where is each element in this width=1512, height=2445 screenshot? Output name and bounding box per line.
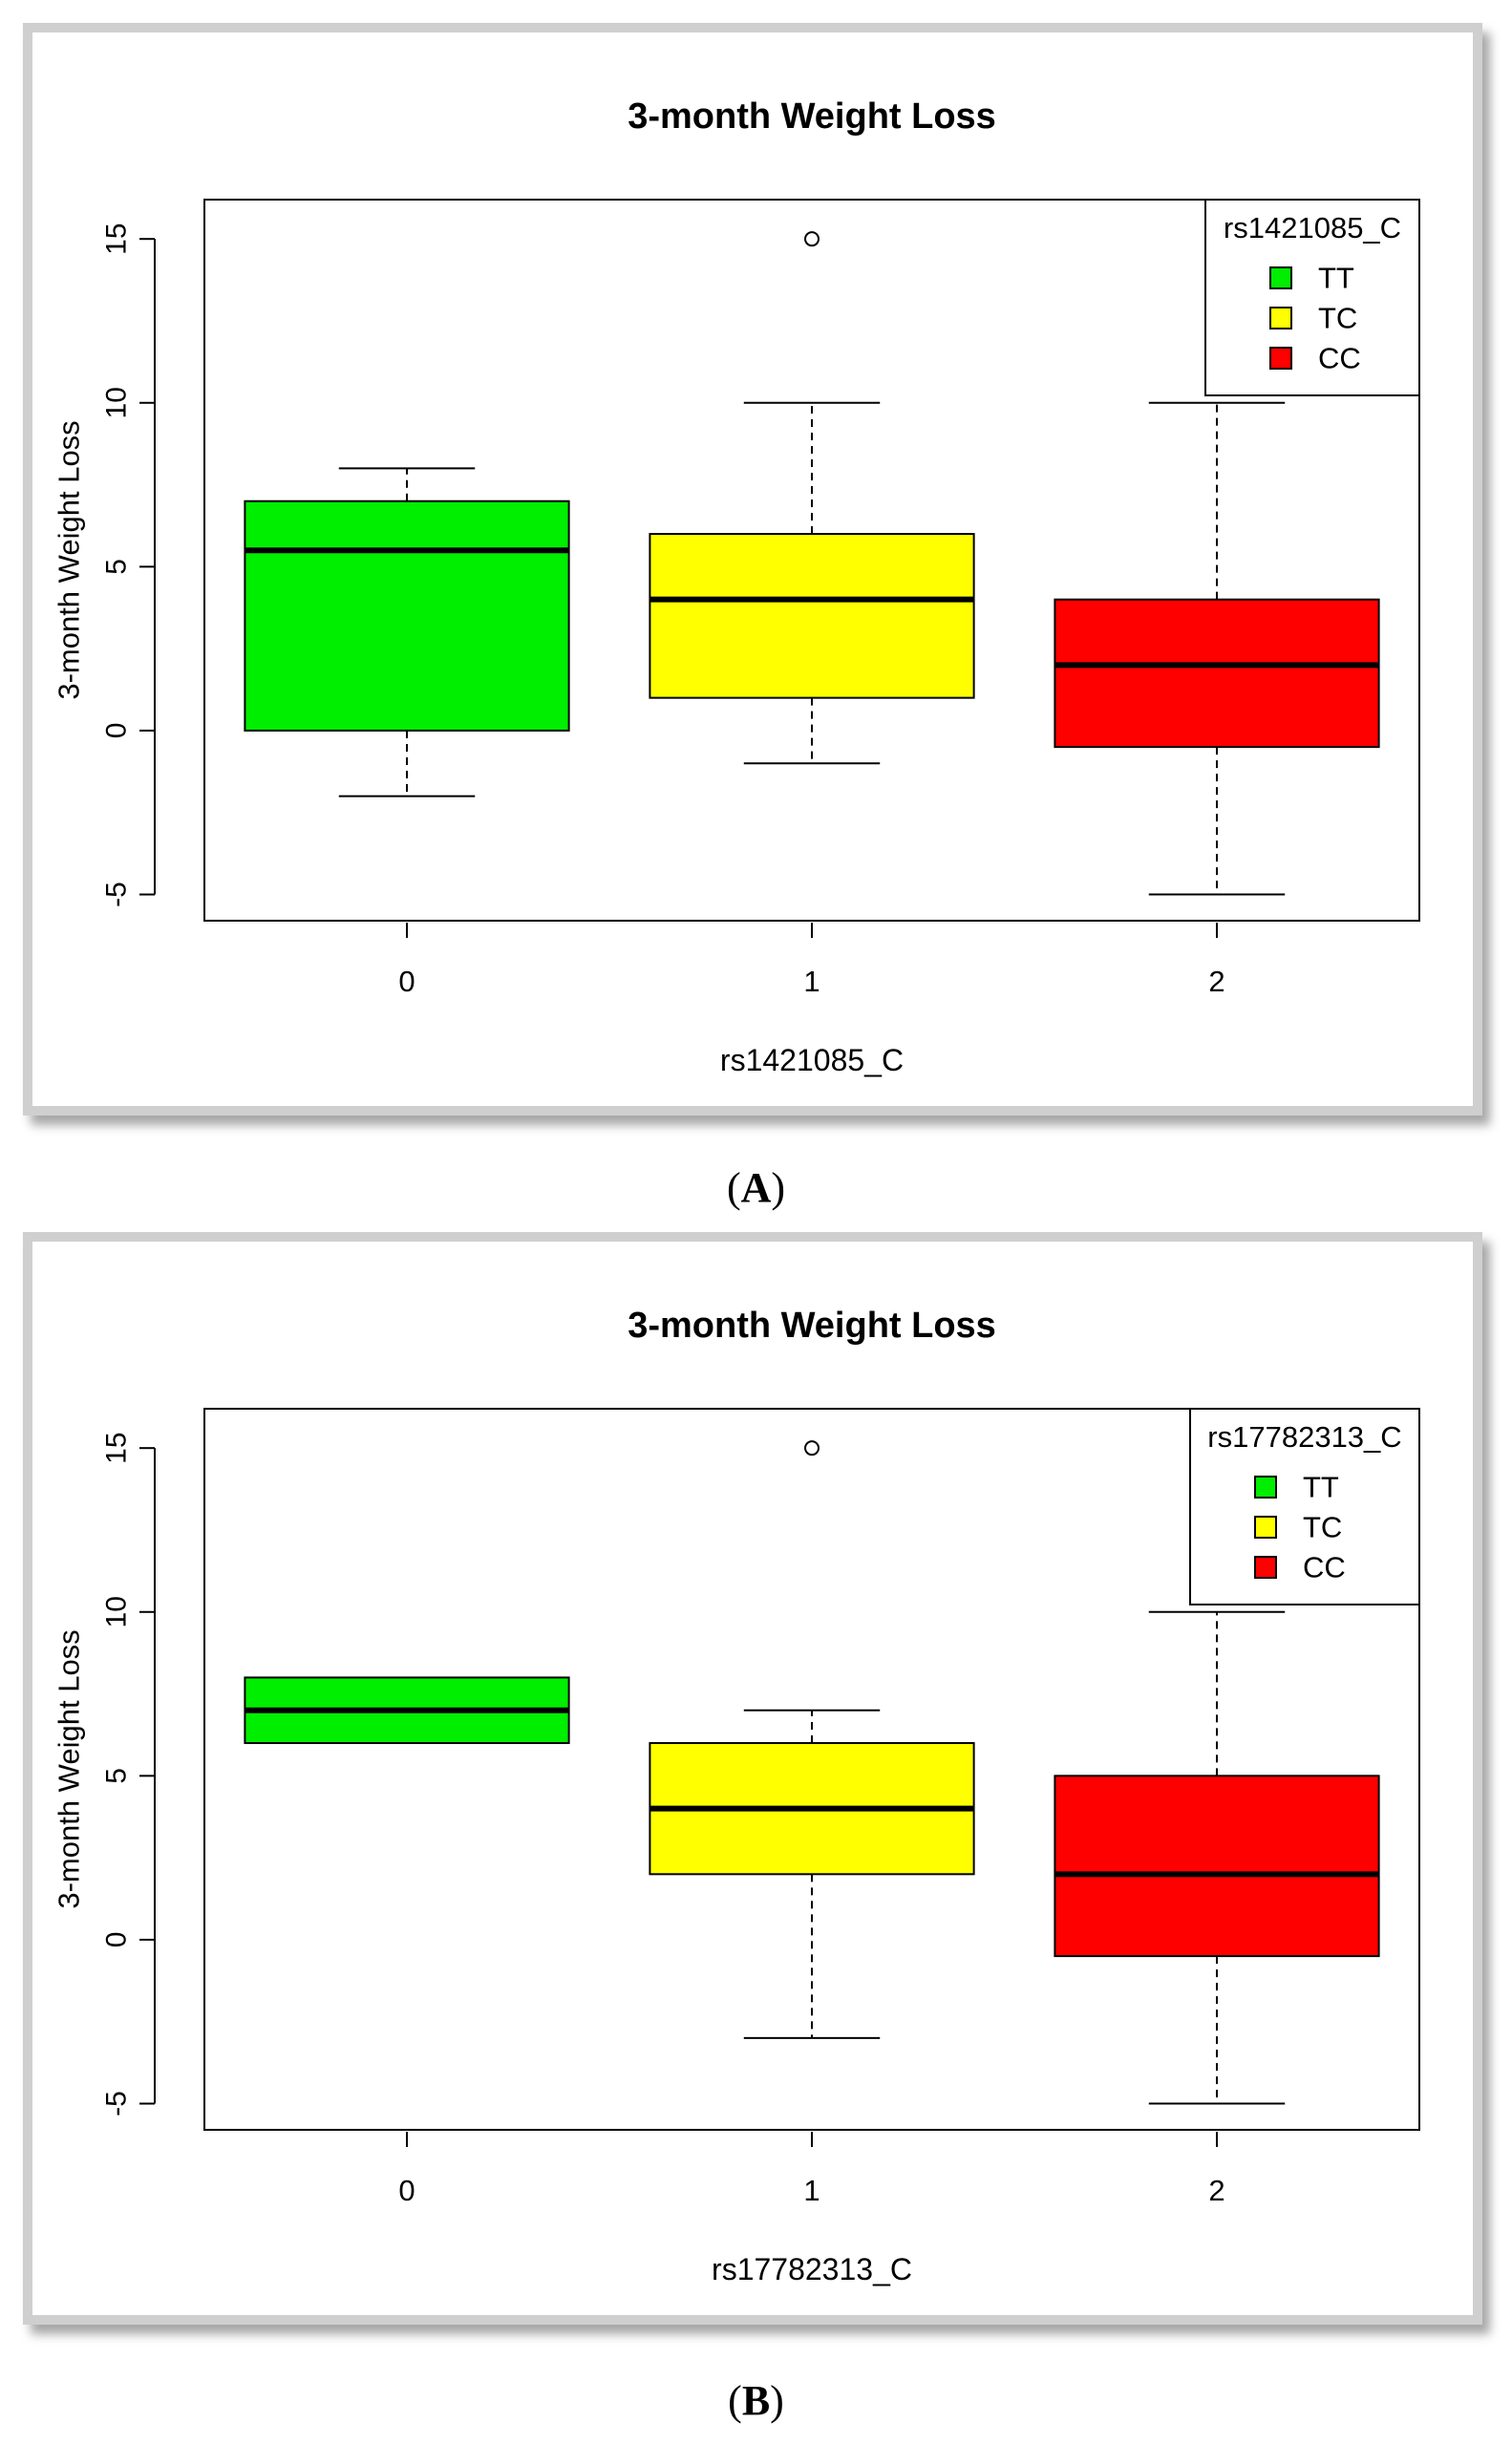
box-iqr bbox=[1054, 1775, 1380, 1958]
outlier-point bbox=[804, 1440, 820, 1456]
legend-swatch bbox=[1269, 307, 1292, 330]
y-tick-label: 5 bbox=[101, 559, 133, 575]
y-tick-label: 15 bbox=[101, 223, 133, 254]
box-group-2 bbox=[1054, 1610, 1380, 2105]
box-group-1 bbox=[649, 231, 975, 765]
legend-title: rs1421085_C bbox=[1224, 211, 1401, 244]
y-axis-label: 3-month Weight Loss bbox=[53, 420, 86, 699]
panel-caption-b: (B) bbox=[728, 2377, 784, 2424]
legend-entry: CC bbox=[1303, 1551, 1346, 1584]
legend: rs1421085_C TT TC CC bbox=[1204, 199, 1420, 396]
x-tick-label: 2 bbox=[1208, 2174, 1225, 2207]
x-tick-label: 1 bbox=[803, 2174, 820, 2207]
x-tick-label: 0 bbox=[398, 2174, 415, 2207]
chart-title: 3-month Weight Loss bbox=[628, 1306, 996, 1346]
legend-swatch bbox=[1254, 1476, 1277, 1499]
legend-title: rs17782313_C bbox=[1207, 1420, 1401, 1454]
y-tick-label: -5 bbox=[101, 882, 133, 907]
panel-label-b: B bbox=[741, 2377, 771, 2424]
x-tick-label: 0 bbox=[398, 965, 415, 998]
legend-box bbox=[1204, 199, 1420, 396]
x-tick-label: 2 bbox=[1208, 965, 1225, 998]
legend: rs17782313_C TT TC CC bbox=[1189, 1408, 1420, 1605]
box-iqr bbox=[244, 500, 570, 732]
box-group-1 bbox=[649, 1440, 975, 2039]
y-tick-label: 0 bbox=[101, 723, 133, 739]
legend-entry: TT bbox=[1318, 262, 1354, 295]
y-axis-label: 3-month Weight Loss bbox=[53, 1629, 86, 1908]
legend-swatch bbox=[1269, 266, 1292, 289]
chart-panel-a: 3-month Weight Loss -5 0 5 10 15 3-month Weigh… bbox=[23, 23, 1482, 1116]
plot-frame bbox=[203, 1408, 1420, 2131]
legend-swatch bbox=[1254, 1516, 1277, 1539]
x-tick-label: 1 bbox=[803, 965, 820, 998]
legend-swatch bbox=[1254, 1556, 1277, 1579]
legend-entry: TT bbox=[1303, 1471, 1339, 1504]
outlier-point bbox=[804, 231, 820, 247]
box-iqr bbox=[1054, 598, 1380, 749]
legend-entry: TC bbox=[1303, 1511, 1342, 1544]
panel-caption-a: (A) bbox=[726, 1164, 786, 1211]
panel-label-a: A bbox=[740, 1164, 772, 1211]
box-group-2 bbox=[1054, 401, 1380, 896]
box-group-0 bbox=[244, 1676, 570, 1745]
legend-box bbox=[1189, 1408, 1420, 1605]
y-tick-label: 15 bbox=[101, 1432, 133, 1463]
y-tick-label: 5 bbox=[101, 1768, 133, 1784]
chart-panel-b: 3-month Weight Loss -5 0 5 10 15 3-month Weigh… bbox=[23, 1232, 1482, 2325]
box-iqr bbox=[649, 533, 975, 699]
plot-frame bbox=[203, 199, 1420, 922]
x-axis-label: rs17782313_C bbox=[712, 2252, 912, 2286]
y-tick-label: 10 bbox=[101, 1596, 133, 1627]
y-tick-label: 0 bbox=[101, 1932, 133, 1948]
legend-entry: TC bbox=[1318, 302, 1357, 335]
legend-swatch bbox=[1269, 347, 1292, 370]
box-group-0 bbox=[244, 467, 570, 797]
legend-entry: CC bbox=[1318, 342, 1361, 375]
y-tick-label: 10 bbox=[101, 387, 133, 418]
chart-title: 3-month Weight Loss bbox=[628, 96, 996, 137]
x-axis-label: rs1421085_C bbox=[720, 1043, 904, 1077]
y-tick-label: -5 bbox=[101, 2091, 133, 2116]
